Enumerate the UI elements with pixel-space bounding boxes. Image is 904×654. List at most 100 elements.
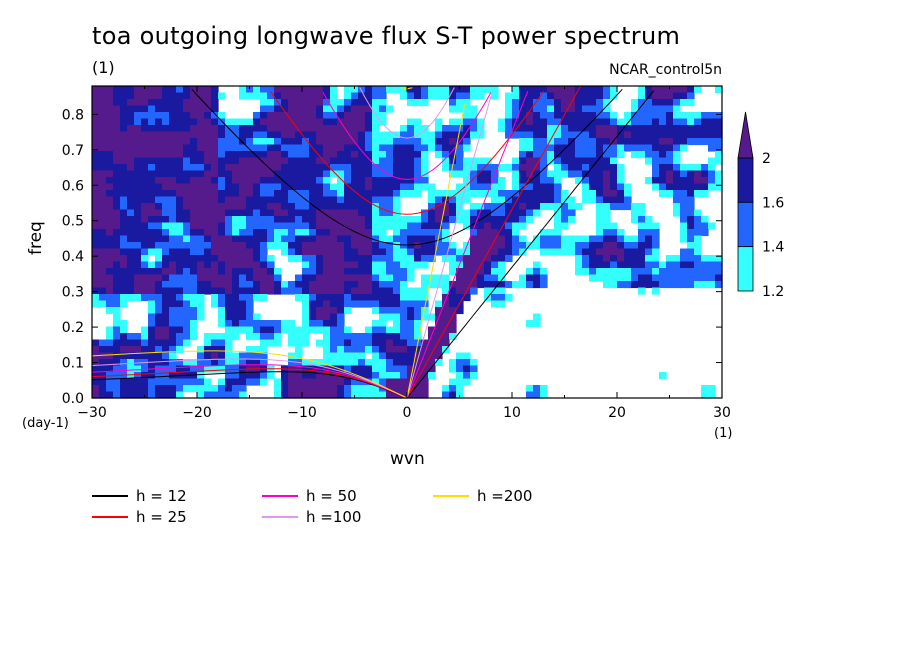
- field-cell: [316, 372, 324, 380]
- field-cell: [596, 235, 604, 243]
- field-cell: [176, 391, 184, 399]
- field-cell: [582, 118, 590, 126]
- field-cell: [414, 333, 422, 341]
- field-cell: [358, 203, 366, 211]
- field-cell: [589, 112, 597, 120]
- field-cell: [449, 209, 457, 217]
- field-cell: [197, 151, 205, 159]
- field-cell: [372, 229, 380, 237]
- field-cell: [421, 378, 429, 386]
- field-cell: [316, 177, 324, 185]
- field-cell: [379, 365, 387, 373]
- field-cell: [414, 177, 422, 185]
- field-cell: [155, 196, 163, 204]
- field-cell: [330, 294, 338, 302]
- field-cell: [344, 287, 352, 295]
- field-cell: [673, 203, 681, 211]
- field-cell: [113, 92, 121, 100]
- field-cell: [715, 177, 723, 185]
- field-cell: [295, 255, 303, 263]
- field-cell: [197, 235, 205, 243]
- field-cell: [155, 352, 163, 360]
- field-cell: [162, 216, 170, 224]
- field-cell: [281, 131, 289, 139]
- field-cell: [267, 261, 275, 269]
- field-cell: [631, 125, 639, 133]
- field-cell: [113, 359, 121, 367]
- field-cell: [330, 131, 338, 139]
- field-cell: [92, 242, 100, 250]
- field-cell: [554, 170, 562, 178]
- field-cell: [631, 242, 639, 250]
- field-cell: [169, 385, 177, 393]
- field-cell: [309, 242, 317, 250]
- field-cell: [428, 190, 436, 198]
- field-cell: [190, 105, 198, 113]
- field-cell: [316, 307, 324, 315]
- field-cell: [190, 183, 198, 191]
- field-cell: [666, 151, 674, 159]
- legend-label: h = 25: [136, 508, 187, 526]
- field-cell: [680, 216, 688, 224]
- field-cell: [169, 216, 177, 224]
- field-cell: [218, 125, 226, 133]
- field-cell: [113, 313, 121, 321]
- field-cell: [99, 339, 107, 347]
- field-cell: [463, 294, 471, 302]
- field-cell: [421, 255, 429, 263]
- field-cell: [106, 203, 114, 211]
- field-cell: [372, 287, 380, 295]
- field-cell: [337, 105, 345, 113]
- field-cell: [253, 242, 261, 250]
- field-cell: [260, 229, 268, 237]
- field-cell: [505, 229, 513, 237]
- rossby-curve-h50: [91, 364, 408, 399]
- field-cell: [176, 365, 184, 373]
- field-cell: [302, 92, 310, 100]
- field-cell: [99, 352, 107, 360]
- field-cell: [323, 86, 331, 94]
- field-cell: [603, 229, 611, 237]
- field-cell: [162, 138, 170, 146]
- field-cell: [120, 177, 128, 185]
- field-cell: [92, 339, 100, 347]
- field-cell: [673, 112, 681, 120]
- field-cell: [400, 391, 408, 399]
- field-cell: [666, 190, 674, 198]
- field-cell: [547, 125, 555, 133]
- field-cell: [309, 294, 317, 302]
- field-cell: [127, 170, 135, 178]
- field-cell: [491, 229, 499, 237]
- field-cell: [344, 86, 352, 94]
- field-cell: [323, 255, 331, 263]
- field-cell: [435, 222, 443, 230]
- field-cell: [127, 216, 135, 224]
- field-cell: [253, 118, 261, 126]
- field-cell: [400, 216, 408, 224]
- x-tick-label: 30: [713, 405, 731, 421]
- field-cell: [442, 307, 450, 315]
- y-tick-label: 0.0: [62, 391, 84, 407]
- field-cell: [260, 274, 268, 282]
- field-cell: [603, 268, 611, 276]
- field-cell: [288, 320, 296, 328]
- field-cell: [589, 177, 597, 185]
- field-cell: [232, 333, 240, 341]
- field-cell: [414, 385, 422, 393]
- field-cell: [337, 216, 345, 224]
- field-cell: [183, 339, 191, 347]
- field-cell: [351, 190, 359, 198]
- field-cell: [358, 352, 366, 360]
- field-cell: [666, 131, 674, 139]
- field-cell: [134, 164, 142, 172]
- field-cell: [624, 242, 632, 250]
- field-cell: [428, 372, 436, 380]
- field-cell: [449, 333, 457, 341]
- field-cell: [162, 131, 170, 139]
- field-cell: [659, 118, 667, 126]
- field-cell: [274, 229, 282, 237]
- field-cell: [169, 151, 177, 159]
- field-cell: [211, 294, 219, 302]
- field-cell: [113, 333, 121, 341]
- field-cell: [687, 209, 695, 217]
